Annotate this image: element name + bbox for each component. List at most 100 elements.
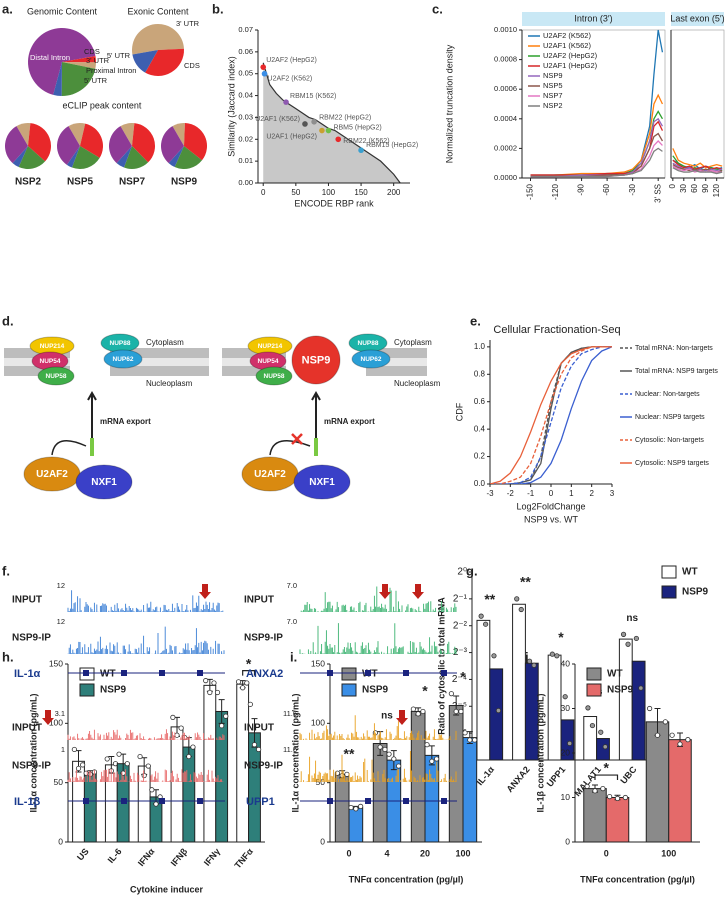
x-tick-label: -60 [602, 183, 611, 195]
replicate-point [567, 740, 573, 746]
legend-label: NSP9 [362, 685, 389, 696]
replicate-point [585, 705, 591, 711]
y-axis-title: Normalized truncation density [444, 44, 454, 163]
bar [512, 603, 526, 761]
replicate-point [415, 711, 421, 717]
legend-label: U2AF2 (HepG2) [543, 51, 598, 60]
replicate-point [453, 708, 459, 715]
replicate-point [467, 737, 473, 743]
sig-bracket [594, 774, 619, 781]
slice-label: 5' UTR [84, 76, 108, 85]
x-tick-label: -90 [577, 183, 586, 195]
bar [334, 773, 350, 843]
exon [197, 798, 203, 804]
replicate-point [598, 729, 604, 735]
x-tick-label: 120 [712, 183, 721, 197]
significance-label: ns [381, 710, 393, 721]
replicate-point [223, 713, 229, 719]
pie-slice [53, 62, 62, 96]
x-axis-title: TNFα concentration (pg/µl) [349, 874, 464, 884]
slice-label: CDS [84, 47, 100, 56]
protein [103, 349, 143, 369]
protein-label: NUP54 [258, 358, 279, 365]
exon [83, 798, 89, 804]
pie-slice [132, 123, 156, 163]
y-tick-label: 0.0010 [494, 25, 517, 34]
series-line [490, 346, 612, 484]
exon [159, 798, 165, 804]
track-label: INPUT [244, 595, 274, 606]
replicate-point [247, 701, 253, 707]
panel-label: h. [2, 649, 14, 664]
y-tick-label: 0.0006 [494, 84, 517, 93]
protein-label: NUP62 [361, 356, 382, 363]
gene-label: UPP1 [246, 796, 275, 808]
legend-swatch [341, 683, 357, 697]
bar [170, 726, 184, 843]
y-tick-label: 1.0 [474, 342, 486, 351]
compartment-label: Cytoplasm [394, 338, 432, 347]
legend-swatch [661, 565, 677, 579]
exon [83, 670, 89, 676]
x-tick-label: -1 [527, 489, 535, 498]
bar [596, 738, 610, 761]
series-line [530, 93, 664, 176]
x-axis-subtitle: NSP9 vs. WT [524, 514, 579, 524]
bar [410, 710, 426, 843]
legend-label: NSP7 [543, 91, 563, 100]
protein-label: NUP54 [40, 358, 61, 365]
slice-label: Distal Intron [30, 53, 70, 62]
replicate-point [584, 783, 590, 789]
legend-label: Total mRNA: Non-targets [635, 345, 713, 352]
legend-label: NSP5 [543, 81, 563, 90]
track-label: INPUT [12, 595, 42, 606]
replicate-point [420, 708, 426, 715]
x-axis-title: ENCODE RBP rank [294, 198, 374, 208]
replicate-point [614, 795, 621, 801]
replicate-point [219, 723, 225, 729]
x-tick-label: IFNβ [169, 846, 190, 868]
significance-label: ** [484, 591, 495, 607]
replicate-point [386, 751, 392, 757]
track-label: NSP9-IP [244, 633, 283, 644]
replicate-point [235, 679, 242, 685]
series-line [490, 346, 612, 484]
coverage-track [299, 623, 457, 654]
bar [476, 619, 491, 761]
pie-title: NSP9 [171, 177, 198, 188]
track-scale: 11.6 [283, 745, 297, 754]
exon [327, 670, 333, 676]
protein-label: NXF1 [309, 477, 335, 488]
replicate-point [526, 658, 533, 664]
significance-label: ** [344, 746, 355, 762]
replicate-point [458, 708, 464, 715]
bar [489, 668, 504, 761]
x-tick-label: 3 [610, 489, 615, 498]
x-tick-label: 200 [387, 188, 401, 197]
coverage-track [67, 626, 225, 654]
x-tick-label: 0 [346, 848, 351, 858]
highlight-label: U2AF1 (HepG2) [266, 133, 317, 140]
x-tick-label: 100 [661, 848, 676, 858]
y-tick-label: 2⁻² [453, 620, 468, 631]
pie-title: NSP7 [119, 177, 146, 188]
y-tick-label: 0 [320, 836, 325, 846]
y-tick-label: 150 [311, 658, 325, 668]
y-tick-label: 0.2 [474, 452, 486, 461]
legend-swatch [341, 667, 357, 681]
y-tick-label: 0.07 [238, 25, 253, 34]
coverage-track [300, 586, 457, 612]
highlight-label: RBM15 (K562) [290, 93, 336, 100]
highlight-label: U2AF1 (K562) [255, 116, 300, 123]
x-tick-label: 0 [604, 848, 609, 858]
replicate-point [396, 763, 402, 769]
legend-label: Cytosolic: NSP9 targets [635, 460, 709, 467]
x-tick-label: IFNγ [202, 846, 222, 867]
protein [291, 335, 341, 385]
replicate-point [607, 794, 613, 800]
section-title: eCLIP peak content [63, 100, 142, 110]
exon [441, 670, 447, 676]
coverage-track [67, 729, 225, 740]
protein-label: NUP214 [40, 343, 65, 350]
